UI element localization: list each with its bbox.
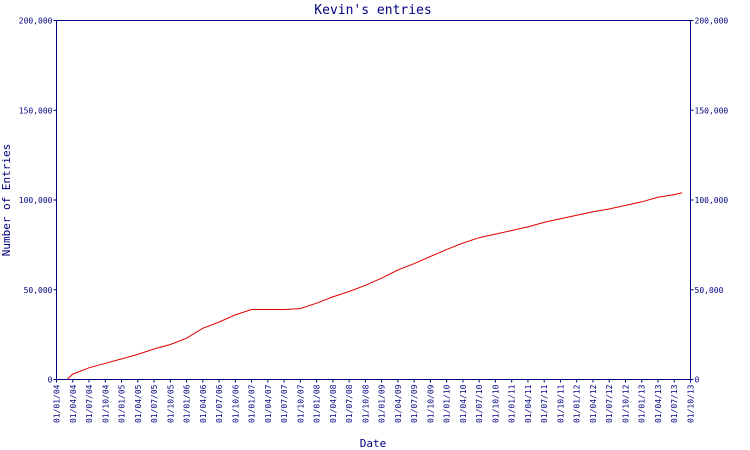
x-tick-label: 01/01/13 [638, 384, 647, 423]
x-tick-label: 01/10/10 [491, 384, 500, 423]
x-tick-label: 01/04/04 [69, 384, 78, 423]
x-tick-label: 01/01/09 [378, 384, 387, 423]
series-group [66, 192, 683, 380]
y-tick-label-left: 50,000 [24, 286, 53, 295]
y-tick-label-right: 50,000 [695, 286, 724, 295]
x-tick-label: 01/10/13 [687, 384, 696, 423]
x-tick-label: 01/10/05 [166, 384, 175, 423]
x-tick-label: 01/01/08 [313, 384, 322, 423]
x-tick-label: 01/10/09 [426, 384, 435, 423]
y-tick-label-right: 200,000 [695, 17, 729, 26]
y-axis-label: Number of Entries [0, 144, 13, 257]
x-tick-label: 01/10/11 [556, 384, 565, 423]
x-tick-label: 01/07/05 [150, 384, 159, 423]
plot-frame [56, 20, 691, 380]
x-tick-label: 01/01/06 [183, 384, 192, 423]
y-tick-label-left: 150,000 [19, 106, 53, 115]
x-tick-label: 01/01/12 [573, 384, 582, 423]
series-line [66, 192, 683, 380]
x-tick-label: 01/07/10 [475, 384, 484, 423]
y-tick-label-left: 200,000 [19, 17, 53, 26]
x-tick-label: 01/10/06 [231, 384, 240, 423]
chart-title: Kevin's entries [314, 3, 431, 18]
x-tick-label: 01/07/12 [605, 384, 614, 423]
x-tick-label: 01/10/08 [361, 384, 370, 423]
x-axis: 01/01/04 01/04/04 01/07/04 01/10/04 01/01/05… [53, 379, 696, 423]
y-tick-label-left: 100,000 [19, 196, 53, 205]
x-tick-label: 01/07/07 [280, 384, 289, 423]
x-tick-label: 01/10/12 [621, 384, 630, 423]
y-axis-right: 0 50,000 100,000 150,000 200,000 [690, 17, 729, 385]
x-tick-label: 01/10/07 [296, 384, 305, 423]
x-tick-label: 01/07/06 [215, 384, 224, 423]
x-tick-label: 01/04/13 [654, 384, 663, 423]
x-tick-label: 01/04/06 [199, 384, 208, 423]
y-tick-label-left: 0 [48, 376, 53, 385]
x-tick-label: 01/01/05 [118, 384, 127, 423]
x-tick-label: 01/04/05 [134, 384, 143, 423]
x-tick-label: 01/07/09 [410, 384, 419, 423]
y-tick-label-right: 150,000 [695, 106, 729, 115]
x-tick-label: 01/04/08 [329, 384, 338, 423]
x-tick-label: 01/04/07 [264, 384, 273, 423]
x-tick-label: 01/04/11 [524, 384, 533, 423]
x-tick-label: 01/07/04 [85, 384, 94, 423]
x-tick-label: 01/07/11 [540, 384, 549, 423]
x-tick-label: 01/04/12 [589, 384, 598, 423]
x-tick-label: 01/01/11 [508, 384, 517, 423]
x-tick-label: 01/04/09 [394, 384, 403, 423]
x-axis-label: Date [360, 437, 387, 450]
y-axis-left: 0 50,000 100,000 150,000 200,000 [19, 17, 57, 385]
x-tick-label: 01/01/07 [248, 384, 257, 423]
x-tick-label: 01/01/04 [53, 384, 62, 423]
x-tick-label: 01/07/13 [670, 384, 679, 423]
x-tick-label: 01/07/08 [345, 384, 354, 423]
x-tick-label: 01/10/04 [101, 384, 110, 423]
y-tick-label-right: 100,000 [695, 196, 729, 205]
x-tick-label: 01/04/10 [459, 384, 468, 423]
x-tick-label: 01/01/10 [443, 384, 452, 423]
y-tick-label-right: 0 [695, 376, 700, 385]
